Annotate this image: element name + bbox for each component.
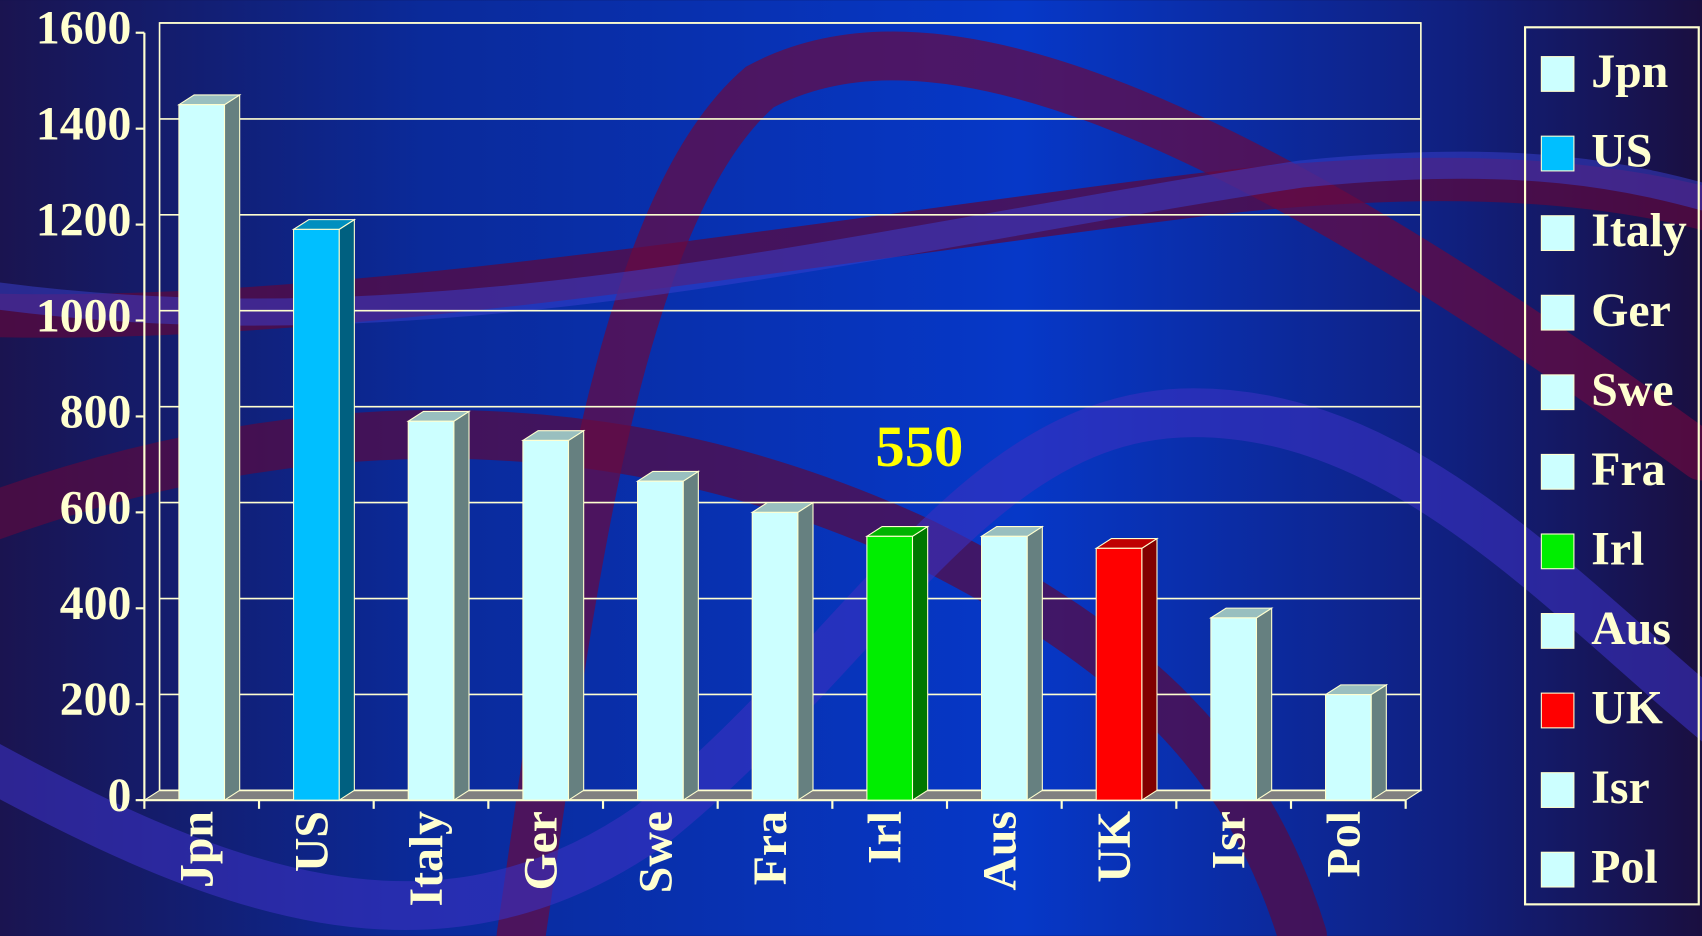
x-tick-label: Swe: [629, 811, 682, 893]
y-tick-label: 200: [60, 673, 132, 726]
legend-swatch: [1540, 533, 1575, 570]
bar-front: [178, 104, 226, 801]
bar: [406, 410, 471, 802]
bar-front: [637, 480, 684, 801]
legend-label: Irl: [1591, 522, 1644, 575]
bar: [979, 525, 1045, 802]
legend-swatch: [1540, 613, 1575, 649]
y-tick-label: 600: [60, 481, 132, 534]
bar-front: [522, 439, 570, 801]
legend-label: Fra: [1591, 443, 1665, 496]
y-tick-label: 400: [60, 577, 132, 630]
x-tick-label: Aus: [973, 811, 1026, 891]
x-tick-label: Fra: [744, 811, 797, 885]
legend-swatch: [1540, 56, 1575, 92]
legend-label: Pol: [1591, 841, 1657, 894]
bar-side: [453, 410, 470, 802]
legend-label: UK: [1591, 682, 1663, 735]
bar: [1209, 607, 1274, 802]
y-tick-label: 1600: [36, 2, 131, 55]
y-tick-label: 800: [60, 385, 132, 438]
legend-label: Jpn: [1591, 45, 1668, 98]
legend-swatch: [1540, 294, 1575, 331]
legend-swatch: [1540, 772, 1575, 808]
y-tick-label: 1200: [36, 194, 131, 247]
annotation: 550: [875, 414, 963, 479]
x-tick-label: Irl: [859, 811, 912, 864]
bar-side: [223, 93, 241, 802]
bar-side: [797, 501, 814, 802]
legend-label: Ger: [1591, 284, 1671, 337]
bar-front: [1210, 617, 1258, 801]
bar-front: [1095, 547, 1143, 801]
bar: [865, 525, 930, 802]
legend-label: Isr: [1591, 761, 1649, 814]
bar: [521, 429, 586, 802]
bar: [1094, 537, 1159, 802]
bar-front: [981, 535, 1028, 801]
bar-side: [1026, 525, 1043, 802]
legend-swatch: [1540, 453, 1575, 490]
legend-swatch: [1540, 215, 1575, 252]
bar-front: [293, 228, 340, 801]
x-tick-label: Pol: [1317, 811, 1370, 877]
x-tick-label: US: [285, 811, 338, 872]
legend-label: Italy: [1591, 204, 1687, 257]
x-tick-label: UK: [1088, 811, 1141, 883]
bar: [635, 470, 701, 802]
y-tick-label: 1000: [36, 289, 131, 342]
bar-front: [866, 535, 914, 801]
legend-swatch: [1540, 374, 1575, 411]
bar: [291, 218, 357, 802]
bar: [1323, 683, 1389, 802]
y-tick-label: 1400: [36, 98, 131, 151]
legend-swatch: [1540, 135, 1575, 172]
y-tick-label: 0: [107, 769, 131, 822]
bar-side: [1370, 683, 1387, 802]
bar-front: [407, 420, 455, 801]
legend-label: US: [1591, 125, 1652, 178]
bar: [750, 501, 815, 802]
x-tick-label: Jpn: [171, 811, 224, 888]
x-tick-label: Italy: [400, 811, 453, 907]
legend-label: Swe: [1591, 363, 1673, 416]
bar-side: [682, 470, 699, 802]
x-tick-label: Isr: [1203, 811, 1256, 869]
bar-front: [1325, 694, 1372, 801]
bar-side: [1255, 607, 1273, 802]
bar-side: [911, 525, 929, 802]
legend-swatch: [1540, 692, 1575, 729]
x-tick-label: Ger: [515, 811, 568, 891]
legend-box: [1523, 26, 1700, 906]
bar-side: [1141, 537, 1158, 802]
legend-label: Aus: [1591, 602, 1671, 655]
bar-front: [751, 511, 799, 801]
bar-side: [567, 429, 585, 802]
bar-side: [338, 218, 355, 802]
legend-swatch: [1540, 851, 1575, 888]
bar: [177, 93, 242, 802]
